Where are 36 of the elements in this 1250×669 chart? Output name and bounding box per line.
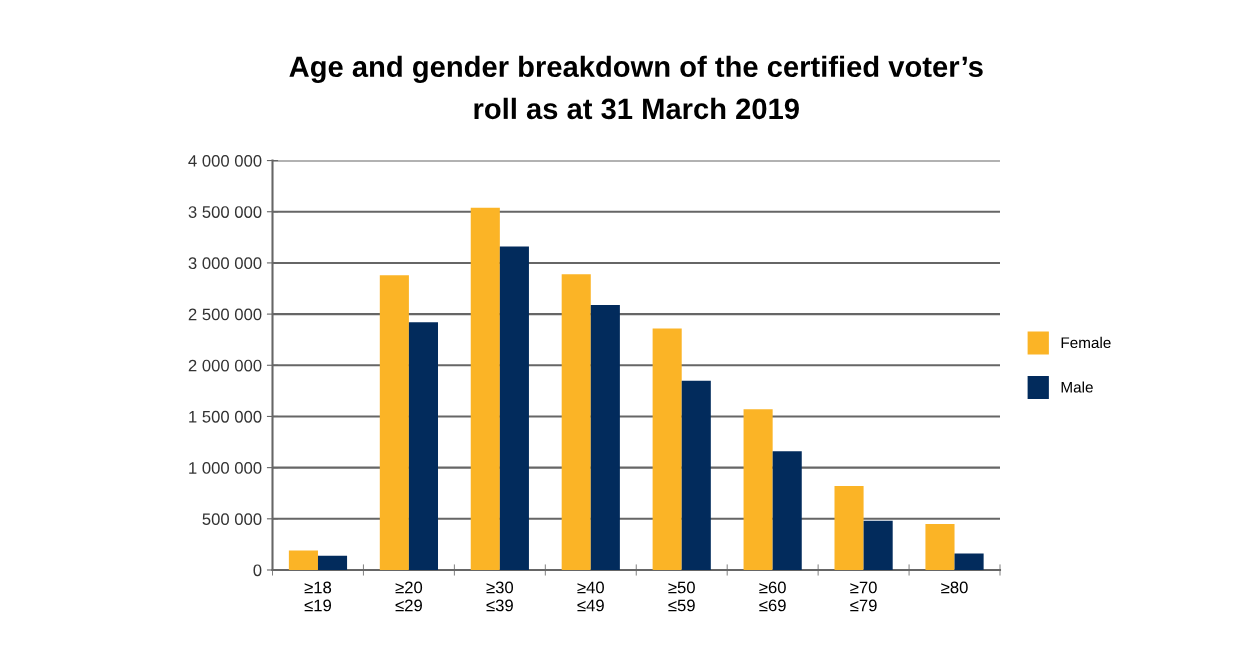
y-tick-label: 500 000 [202, 513, 262, 526]
bar [743, 409, 773, 570]
bar [925, 523, 955, 570]
bar [834, 486, 864, 570]
x-tick-label: ≥40 ≤49 [577, 581, 604, 612]
legend-label: Male [1061, 381, 1093, 393]
bar [379, 275, 409, 570]
bar [772, 451, 802, 570]
bar [652, 328, 682, 570]
bar [954, 553, 984, 570]
x-tick-label: ≥30 ≤39 [486, 581, 514, 612]
x-tick-label: ≥20 ≤29 [395, 581, 423, 612]
bar [288, 550, 318, 570]
y-tick-label: 1 500 000 [189, 410, 262, 423]
x-tick-label: ≥18 ≤19 [304, 581, 332, 612]
bar [590, 304, 620, 570]
bar [408, 322, 439, 570]
x-tick-label: ≥80 [941, 581, 968, 594]
x-tick-label: ≥60 ≤69 [759, 581, 786, 612]
bar [681, 380, 711, 570]
y-tick-label: 2 500 000 [188, 308, 262, 321]
legend-label: Female [1061, 336, 1111, 349]
y-tick-label: 3 000 000 [188, 257, 262, 270]
y-tick-label: 1 000 000 [189, 462, 262, 474]
x-tick-label: ≥70 ≤79 [850, 581, 877, 612]
y-tick-label: 2 000 000 [188, 359, 262, 372]
bar [561, 274, 591, 570]
bar [499, 246, 529, 570]
x-tick-label: ≥50 ≤59 [668, 581, 695, 612]
bar [470, 207, 500, 570]
y-tick-label: 3 500 000 [188, 206, 262, 218]
bar [317, 555, 348, 570]
chart-title: Age and gender breakdown of the certified voter’s roll as at 31 March 2019 [289, 55, 983, 120]
y-tick-label: 4 000 000 [188, 154, 262, 167]
y-tick-label: 0 [253, 564, 262, 577]
bar [863, 520, 893, 570]
